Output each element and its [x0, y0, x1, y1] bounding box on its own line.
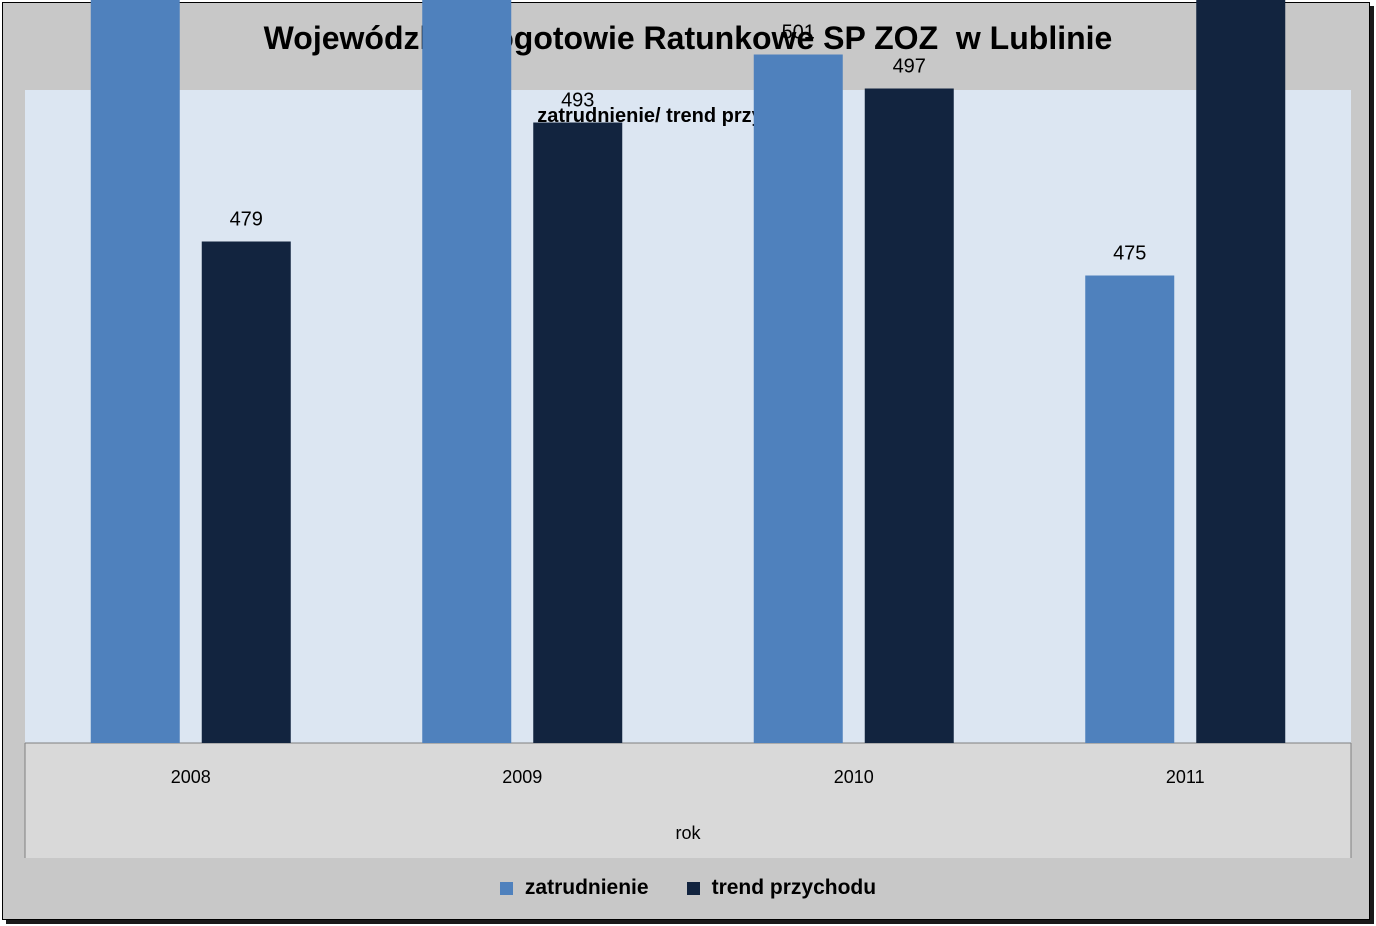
bars-group: 552479509493501497475563 — [90, 0, 1286, 743]
data-label-trend-przychodu-2008: 479 — [230, 209, 263, 231]
axis-area — [25, 743, 1351, 858]
legend-label-trend-przychodu: trend przychodu — [711, 876, 877, 899]
bar-zatrudnienie-2010 — [753, 54, 843, 743]
legend-item-trend-przychodu: trend przychodu — [686, 876, 877, 900]
x-tick-label-2008: 2008 — [171, 767, 211, 787]
bar-trend-przychodu-2011 — [1196, 0, 1286, 743]
legend-swatch-trend-przychodu — [686, 881, 700, 895]
chart-subtitle: zatrudnienie/ trend przychodu — [537, 105, 823, 127]
legend: zatrudnienie trend przychodu — [0, 876, 1376, 900]
bar-trend-przychodu-2010 — [864, 88, 954, 743]
bar-trend-przychodu-2009 — [533, 122, 623, 743]
data-label-trend-przychodu-2010: 497 — [893, 56, 926, 78]
bar-zatrudnienie-2011 — [1085, 275, 1175, 743]
x-tick-label-2011: 2011 — [1166, 767, 1205, 787]
legend-swatch-zatrudnienie — [499, 881, 513, 895]
legend-item-zatrudnienie: zatrudnienie — [499, 876, 649, 900]
legend-label-zatrudnienie: zatrudnienie — [524, 876, 649, 899]
bar-zatrudnienie-2009 — [422, 0, 512, 743]
bar-zatrudnienie-2008 — [90, 0, 180, 743]
bar-trend-przychodu-2008 — [201, 241, 291, 743]
x-axis-title: rok — [675, 823, 701, 843]
x-tick-label-2009: 2009 — [502, 767, 542, 787]
data-label-trend-przychodu-2009: 493 — [561, 90, 594, 112]
chart-main-title: Wojewódzkie Pogotowie Ratunkowe SP ZOZ w… — [263, 20, 1113, 56]
x-tick-label-2010: 2010 — [834, 767, 874, 787]
data-label-zatrudnienie-2010: 501 — [782, 22, 815, 44]
data-label-zatrudnienie-2011: 475 — [1113, 243, 1146, 265]
x-ticks-group: 2008 2009 2010 2011 — [171, 767, 1205, 787]
